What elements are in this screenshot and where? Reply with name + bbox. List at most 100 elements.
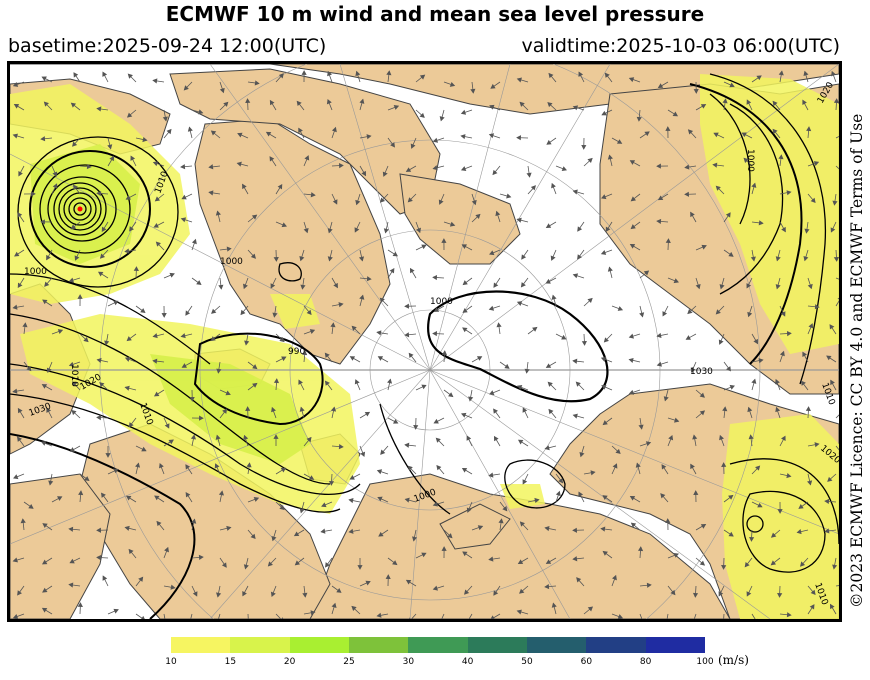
wind-arrow-head (185, 464, 191, 470)
wind-arrow-head (685, 335, 691, 340)
wind-arrow-head (77, 294, 83, 299)
wind-arrow-head (190, 434, 196, 440)
wind-arrow-head (628, 77, 635, 83)
wind-arrow (835, 300, 839, 307)
wind-arrow-head (550, 255, 556, 261)
wind-arrow-head (750, 256, 756, 262)
wind-arrow-head (376, 330, 382, 336)
wind-arrow-head (656, 163, 661, 169)
wind-arrow-head (493, 408, 498, 414)
wind-arrow-head (662, 311, 668, 317)
wind-arrow-head (12, 614, 19, 619)
wind-arrow-head (693, 490, 699, 496)
wind-arrow-head (378, 531, 384, 537)
wind-arrow-head (299, 256, 305, 262)
wind-arrow-head (280, 617, 284, 619)
wind-arrow (639, 613, 643, 619)
wind-arrow-head (279, 504, 285, 511)
wind-arrow-head (379, 197, 386, 203)
wind-arrow-head (572, 273, 579, 279)
wind-arrow-head (496, 322, 502, 328)
isobar-band-3 (10, 313, 331, 485)
wind-arrow-head (359, 294, 365, 300)
wind-arrow-head (355, 70, 361, 77)
wind-arrow-head (629, 160, 636, 165)
wind-arrow-head (546, 139, 552, 145)
wind-arrow-head (520, 282, 526, 288)
wind-arrow (693, 613, 697, 619)
wind-arrow-head (438, 199, 444, 205)
wind-arrow-head (660, 493, 666, 499)
wind-arrow-head (348, 528, 354, 534)
wind-arrow-head (26, 365, 32, 372)
wind-arrow-head (273, 434, 279, 439)
wind-arrow-head (600, 526, 606, 532)
wind-arrow-head (521, 254, 527, 260)
wind-arrow-head (191, 238, 197, 245)
wind-arrow-head (68, 277, 74, 283)
wind-arrow-head (460, 134, 466, 140)
wind-arrow-head (830, 227, 836, 233)
wind-arrow-head (253, 497, 260, 502)
wind-arrow-head (726, 366, 731, 372)
wind-arrow-head (223, 101, 229, 107)
wind-arrow-head (572, 358, 578, 364)
wind-arrow-head (755, 465, 761, 471)
wind-arrow-head (99, 382, 105, 388)
wind-arrow-head (392, 251, 399, 257)
wind-arrow-head (581, 144, 587, 150)
isobar-band-1 (10, 363, 361, 496)
wind-arrow-head (304, 155, 310, 161)
wind-arrow-head (810, 589, 816, 596)
wind-arrow-head (477, 525, 484, 531)
wind-arrow-head (684, 164, 690, 170)
wind-arrow-head (475, 213, 481, 219)
wind-arrow-head (154, 495, 160, 501)
wind-arrow-head (673, 278, 679, 284)
wind-arrow-head (561, 166, 567, 171)
wind-arrow-head (779, 350, 785, 357)
colorbar-segment (526, 637, 587, 653)
wind-arrow-head (336, 588, 342, 593)
wind-arrow-head (656, 361, 662, 367)
wind-arrow-head (126, 112, 133, 118)
wind-arrow-head (713, 132, 719, 138)
wind-arrow-head (673, 553, 679, 558)
wind-arrow-head (99, 253, 106, 259)
wind-arrow-head (300, 284, 306, 290)
wind-arrow-head (419, 74, 426, 80)
wind-arrow-head (798, 504, 804, 509)
wind-arrow-head (407, 197, 413, 203)
wind-arrow-head (824, 528, 830, 534)
wind-arrow-head (796, 529, 802, 535)
wind-arrow-head (490, 615, 495, 619)
wind-arrow-head (324, 380, 330, 386)
wind-arrow-head (587, 297, 593, 304)
wind-arrow-head (772, 100, 778, 107)
wind-arrow-head (385, 574, 391, 580)
wind-arrow-head (338, 443, 344, 450)
wind-arrow-head (447, 533, 453, 539)
wind-arrow-head (354, 227, 360, 233)
isobar-layer (10, 73, 839, 619)
wind-arrow-head (432, 165, 438, 171)
colorbar-unit: (m/s) (718, 653, 749, 667)
wind-arrow-head (78, 490, 84, 496)
wind-arrow-head (361, 170, 367, 177)
wind-arrow-head (170, 584, 176, 590)
wind-arrow-head (96, 190, 102, 197)
wind-arrow-head (218, 284, 224, 290)
wind-arrow-head (68, 526, 74, 532)
wind-arrow-head (674, 417, 680, 423)
wind-arrow-head (700, 523, 707, 529)
wind-arrow-head (692, 592, 699, 598)
wind-arrow-head (572, 189, 578, 195)
wind-arrow-head (294, 560, 301, 566)
wind-arrow-head (330, 322, 336, 328)
wind-arrow-head (638, 546, 644, 552)
wind-arrow-head (432, 585, 438, 591)
wind-arrow-head (386, 70, 392, 76)
wind-arrow-head (719, 434, 724, 441)
wind-arrow-head (102, 575, 108, 581)
wind-arrow-head (601, 384, 607, 390)
